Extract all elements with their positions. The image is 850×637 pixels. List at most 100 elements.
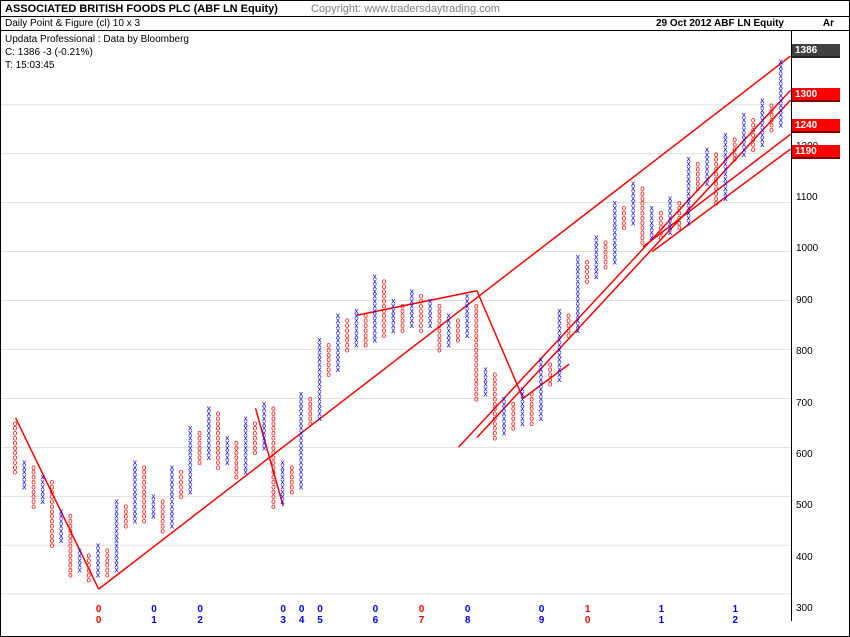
svg-text:o: o <box>179 468 184 477</box>
svg-text:o: o <box>640 184 645 193</box>
svg-text:x: x <box>225 433 230 442</box>
svg-text:x: x <box>372 272 377 281</box>
svg-text:x: x <box>760 96 765 105</box>
svg-text:o: o <box>68 512 73 521</box>
y-tick: 800 <box>796 346 813 357</box>
chart-type-label: Daily Point & Figure (cl) 10 x 3 <box>1 17 140 30</box>
svg-text:o: o <box>31 463 36 472</box>
x-tick: 10 <box>582 604 594 626</box>
svg-text:x: x <box>188 424 193 433</box>
svg-text:o: o <box>105 546 110 555</box>
y-tick: 500 <box>796 500 813 511</box>
svg-text:x: x <box>299 389 304 398</box>
svg-text:x: x <box>668 194 673 203</box>
price-box: 1190 <box>792 145 840 159</box>
svg-text:o: o <box>345 316 350 325</box>
svg-text:x: x <box>686 155 691 164</box>
svg-text:o: o <box>234 438 239 447</box>
price-box: 1386 <box>792 44 840 58</box>
svg-text:o: o <box>732 135 737 144</box>
svg-text:x: x <box>317 336 322 345</box>
svg-text:x: x <box>354 306 359 315</box>
svg-text:o: o <box>363 311 368 320</box>
svg-text:o: o <box>419 292 424 301</box>
svg-text:o: o <box>658 209 663 218</box>
x-tick: 06 <box>369 604 381 626</box>
svg-text:o: o <box>382 277 387 286</box>
svg-text:o: o <box>86 551 91 560</box>
x-tick: 08 <box>462 604 474 626</box>
svg-text:x: x <box>539 355 544 364</box>
svg-text:x: x <box>483 365 488 374</box>
svg-text:o: o <box>455 316 460 325</box>
svg-text:x: x <box>594 233 599 242</box>
svg-text:o: o <box>160 497 165 506</box>
chart-title: ASSOCIATED BRITISH FOODS PLC (ABF LN Equ… <box>1 1 278 16</box>
svg-text:x: x <box>741 111 746 120</box>
svg-text:x: x <box>649 204 654 213</box>
x-tick: 05 <box>314 604 326 626</box>
svg-text:x: x <box>280 458 285 467</box>
svg-text:x: x <box>723 130 728 139</box>
data-source: Updata Professional : Data by Bloomberg <box>5 33 189 46</box>
svg-text:o: o <box>13 419 18 428</box>
svg-text:x: x <box>409 287 414 296</box>
y-tick: 300 <box>796 603 813 614</box>
chart-container: ASSOCIATED BRITISH FOODS PLC (ABF LN Equ… <box>0 0 850 637</box>
svg-text:o: o <box>326 341 331 350</box>
svg-text:x: x <box>151 492 156 501</box>
svg-text:o: o <box>400 301 405 310</box>
svg-text:o: o <box>511 399 516 408</box>
y-tick: 1100 <box>796 192 818 203</box>
svg-text:x: x <box>465 292 470 301</box>
svg-text:o: o <box>548 360 553 369</box>
y-tick: 600 <box>796 449 813 460</box>
svg-text:o: o <box>123 502 128 511</box>
svg-text:x: x <box>705 145 710 154</box>
x-tick: 02 <box>194 604 206 626</box>
svg-text:o: o <box>622 204 627 213</box>
pnf-chart: oooooooooooxxxxxxoooooooooxxxxxxoooooooo… <box>1 46 791 621</box>
x-tick: 11 <box>655 604 667 626</box>
svg-text:o: o <box>585 257 590 266</box>
svg-text:x: x <box>778 57 783 66</box>
price-box: 1240 <box>792 119 840 133</box>
svg-text:x: x <box>336 311 341 320</box>
scale-label: Ar <box>823 17 834 31</box>
svg-text:o: o <box>271 404 276 413</box>
svg-text:x: x <box>575 253 580 262</box>
svg-text:o: o <box>50 478 55 487</box>
svg-text:o: o <box>197 429 202 438</box>
svg-text:x: x <box>59 507 64 516</box>
svg-text:o: o <box>677 199 682 208</box>
svg-text:o: o <box>566 311 571 320</box>
svg-text:x: x <box>631 179 636 188</box>
svg-text:o: o <box>252 419 257 428</box>
x-tick: 09 <box>536 604 548 626</box>
svg-text:o: o <box>289 463 294 472</box>
svg-text:o: o <box>142 463 147 472</box>
y-tick: 1000 <box>796 243 818 254</box>
svg-text:o: o <box>474 301 479 310</box>
x-tick: 01 <box>148 604 160 626</box>
svg-text:o: o <box>216 409 221 418</box>
svg-text:x: x <box>612 199 617 208</box>
price-box: 1300 <box>792 88 840 102</box>
svg-text:x: x <box>169 463 174 472</box>
y-axis: 3004005006007008009001000110012001300138… <box>791 31 847 621</box>
svg-text:x: x <box>96 541 101 550</box>
svg-text:x: x <box>133 458 138 467</box>
header: ASSOCIATED BRITISH FOODS PLC (ABF LN Equ… <box>1 1 849 17</box>
svg-text:x: x <box>446 311 451 320</box>
svg-text:x: x <box>243 414 248 423</box>
svg-text:x: x <box>520 385 525 394</box>
svg-text:o: o <box>308 394 313 403</box>
x-tick: 07 <box>416 604 428 626</box>
svg-text:o: o <box>751 116 756 125</box>
svg-text:x: x <box>262 399 267 408</box>
x-tick: 00 <box>93 604 105 626</box>
svg-text:x: x <box>114 497 119 506</box>
svg-text:x: x <box>40 473 45 482</box>
svg-text:x: x <box>502 394 507 403</box>
svg-text:o: o <box>437 301 442 310</box>
